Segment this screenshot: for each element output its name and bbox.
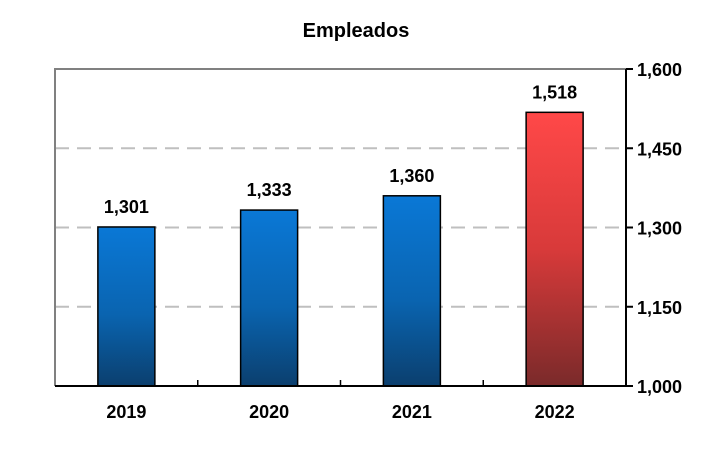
plot-frame xyxy=(54,68,626,386)
bar-2020 xyxy=(239,209,299,387)
y-tick-label: 1,600 xyxy=(637,60,682,80)
chart-title: Empleados xyxy=(303,20,410,42)
bar-2019 xyxy=(97,226,156,387)
data-labels: 1,301 1,333 1,360 1,518 xyxy=(104,82,577,217)
bar-2022 xyxy=(525,111,584,387)
y-tick-label: 1,450 xyxy=(637,139,682,159)
data-label-2022: 1,518 xyxy=(532,82,577,102)
y-tick-label: 1,300 xyxy=(637,219,682,239)
x-tick-label-2020: 2020 xyxy=(249,402,289,422)
axes: 2019 2020 2021 2022 1,000 1,150 1,300 1,450 1,60… xyxy=(54,60,682,422)
bar-2021 xyxy=(382,195,442,387)
x-tick-label-2021: 2021 xyxy=(392,402,432,422)
y-tick-label: 1,000 xyxy=(637,377,682,397)
bars xyxy=(97,111,584,387)
y-tick-label: 1,150 xyxy=(637,298,682,318)
data-label-2019: 1,301 xyxy=(104,197,149,217)
x-tick-label-2019: 2019 xyxy=(106,402,146,422)
data-label-2021: 1,360 xyxy=(389,166,434,186)
x-tick-label-2022: 2022 xyxy=(535,402,575,422)
data-label-2020: 1,333 xyxy=(247,180,292,200)
